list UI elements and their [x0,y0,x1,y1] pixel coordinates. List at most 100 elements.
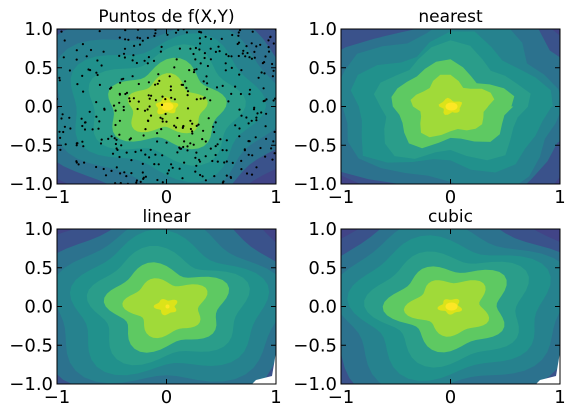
scatter-point [139,180,142,183]
scatter-point [75,161,78,164]
scatter-point [177,29,180,32]
scatter-point [199,42,202,45]
scatter-point [184,80,187,83]
scatter-point [114,109,117,112]
y-tick-label: −0.5 [9,335,53,356]
scatter-point [238,127,241,130]
scatter-point [209,37,213,41]
scatter-point [148,156,151,159]
scatter-point [150,94,153,97]
scatter-point [241,52,244,55]
scatter-point [203,52,206,55]
scatter-point [264,125,267,128]
scatter-point [114,142,117,146]
scatter-point [239,92,242,96]
scatter-point [153,34,156,38]
scatter-point [175,58,178,61]
scatter-point [132,54,135,57]
scatter-point [58,130,61,133]
scatter-point [180,147,183,150]
scatter-point [178,134,181,138]
scatter-point [191,130,194,133]
y-tick-label: −0.5 [9,135,53,156]
scatter-point [225,174,228,177]
scatter-point [114,123,117,127]
scatter-point [240,69,243,72]
scatter-point [124,29,127,32]
scatter-point [158,79,161,82]
scatter-point [156,132,159,135]
scatter-point [135,61,138,65]
scatter-point [125,91,129,94]
scatter-point [246,51,249,55]
scatter-point [198,37,201,40]
scatter-point [115,147,118,150]
scatter-point [64,143,67,146]
scatter-point [157,163,160,166]
scatter-point [260,111,263,114]
scatter-point [103,108,106,111]
scatter-point [244,55,247,58]
scatter-point [267,50,271,53]
scatter-point [255,166,258,169]
scatter-point [263,61,266,64]
scatter-point [189,119,192,122]
scatter-point [250,42,253,45]
scatter-point [123,56,126,59]
scatter-point [161,117,164,120]
scatter-point [99,142,103,145]
scatter-point [102,50,105,53]
scatter-point [272,99,275,102]
contour-peak [445,102,458,111]
scatter-point [136,107,139,111]
scatter-point [191,132,194,135]
scatter-point [167,169,170,172]
scatter-point [199,97,202,100]
scatter-point [272,69,275,72]
scatter-point [269,35,272,38]
scatter-point [195,124,198,127]
contour-peak [445,302,458,311]
scatter-point [231,33,234,37]
y-tick-label: 0.5 [24,258,53,279]
scatter-point [98,30,101,33]
scatter-point [61,113,64,116]
scatter-point [123,171,126,174]
scatter-point [195,98,198,101]
scatter-point [192,52,195,56]
scatter-point [209,47,212,50]
scatter-point [191,122,194,125]
scatter-point [256,112,259,115]
scatter-point [107,137,110,140]
contour-area [341,29,560,184]
scatter-point [263,72,266,75]
scatter-point [204,179,207,182]
scatter-point [195,164,198,167]
scatter-point [166,33,169,36]
scatter-point [198,48,201,51]
scatter-point [218,50,221,53]
scatter-point [183,161,186,164]
scatter-point [95,71,98,74]
scatter-point [192,71,196,74]
scatter-point [128,97,131,100]
scatter-point [76,83,79,86]
scatter-point [60,117,63,120]
scatter-point [159,116,162,119]
subplot-4: cubic −1 0 1 1.0 0.5 0.0 −0.5 −1.0 [293,207,565,408]
x-tick-label: 0 [161,187,172,208]
scatter-point [169,89,172,92]
scatter-point [201,175,204,178]
scatter-point [137,100,140,103]
scatter-point [240,168,243,171]
scatter-point [265,112,268,115]
x-tick-label: −1 [44,387,71,408]
scatter-point [147,81,150,84]
y-tick-label: 1.0 [308,219,337,240]
scatter-point [238,108,241,111]
scatter-point [247,122,250,125]
scatter-point [102,167,105,171]
scatter-point [100,64,103,67]
scatter-point [154,32,157,35]
scatter-point [194,156,197,159]
